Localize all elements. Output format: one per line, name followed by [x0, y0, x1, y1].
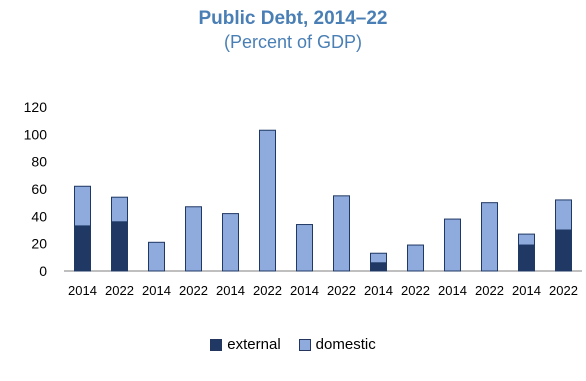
x-tick-label-12: 2014 — [512, 283, 541, 298]
bar-domestic-4 — [222, 213, 239, 272]
y-tick-label-0: 0 — [39, 263, 47, 279]
bar-domestic-11 — [481, 202, 498, 272]
x-tick-label-11: 2022 — [475, 283, 504, 298]
x-tick-label-7: 2022 — [327, 283, 356, 298]
x-tick-label-10: 2014 — [438, 283, 467, 298]
legend-label-external: external — [227, 336, 281, 353]
legend-swatch-external — [210, 338, 223, 351]
bar-external-12 — [518, 244, 535, 272]
x-tick-label-8: 2014 — [364, 283, 393, 298]
bar-external-13 — [555, 229, 572, 272]
bar-domestic-2 — [148, 241, 165, 272]
x-tick-label-13: 2022 — [549, 283, 578, 298]
y-axis: 0 20 40 60 80 100 120 — [24, 99, 48, 279]
legend: external domestic — [0, 336, 586, 353]
legend-label-domestic: domestic — [315, 336, 376, 353]
legend-item-external: external — [210, 336, 281, 353]
y-tick-label-5: 100 — [24, 126, 48, 142]
x-tick-label-4: 2014 — [216, 283, 245, 298]
x-tick-label-0: 2014 — [68, 283, 97, 298]
y-tick-label-1: 20 — [31, 236, 47, 252]
x-tick-label-5: 2022 — [253, 283, 282, 298]
bar-domestic-5 — [259, 129, 276, 272]
bar-domestic-1 — [111, 196, 128, 223]
bar-domestic-0 — [74, 185, 91, 227]
bar-external-8 — [370, 262, 387, 272]
legend-item-domestic: domestic — [298, 336, 376, 353]
bar-domestic-7 — [333, 195, 350, 272]
bar-external-0 — [74, 225, 91, 272]
x-tick-label-1: 2022 — [105, 283, 134, 298]
bar-domestic-9 — [407, 244, 424, 272]
y-tick-label-2: 40 — [31, 208, 47, 224]
x-tick-label-9: 2022 — [401, 283, 430, 298]
bar-domestic-13 — [555, 199, 572, 231]
x-axis: 2014 2022 2014 2022 2014 2022 2014 2022 2014 2022… — [68, 283, 578, 298]
y-tick-label-3: 60 — [31, 181, 47, 197]
y-tick-label-4: 80 — [31, 154, 47, 170]
bar-domestic-12 — [518, 233, 535, 246]
bars — [74, 129, 572, 272]
bar-domestic-10 — [444, 218, 461, 272]
y-tick-label-6: 120 — [24, 99, 48, 115]
bar-domestic-8 — [370, 252, 387, 264]
bar-external-1 — [111, 221, 128, 272]
chart-subtitle: (Percent of GDP) — [223, 32, 363, 52]
x-tick-label-6: 2014 — [290, 283, 319, 298]
legend-swatch-domestic — [298, 338, 311, 351]
x-tick-label-2: 2014 — [142, 283, 171, 298]
chart-title: Public Debt, 2014–22 — [198, 8, 388, 29]
bar-domestic-3 — [185, 206, 202, 272]
bar-domestic-6 — [296, 224, 313, 272]
x-tick-label-3: 2022 — [179, 283, 208, 298]
